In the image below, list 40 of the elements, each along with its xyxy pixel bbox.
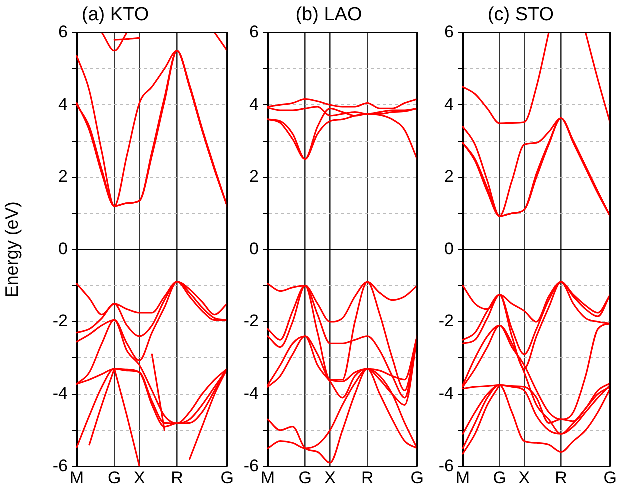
x-tick-label: G <box>604 468 618 488</box>
x-tick-label: R <box>361 468 374 488</box>
y-tick-label: -2 <box>438 312 454 331</box>
y-tick-label: 2 <box>250 167 259 186</box>
y-tick-label: 6 <box>250 22 259 42</box>
y-tick-label: 2 <box>58 167 68 186</box>
x-tick-label: M <box>260 468 276 488</box>
y-tick-label: -4 <box>438 384 454 403</box>
x-tick-label: G <box>108 468 122 488</box>
y-tick-label: -2 <box>244 312 259 331</box>
x-tick-label: R <box>171 468 184 488</box>
y-tick-label: 4 <box>58 94 68 114</box>
y-tick-label: 4 <box>250 94 259 114</box>
x-tick-label: G <box>493 468 506 488</box>
x-tick-label: X <box>134 468 146 488</box>
x-tick-label: G <box>220 468 234 488</box>
y-tick-label: 6 <box>58 22 68 42</box>
x-tick-label: G <box>410 468 424 488</box>
chart-title: (c) STO <box>488 4 554 26</box>
y-tick-label: -4 <box>244 384 259 403</box>
y-tick-label: 0 <box>444 239 454 258</box>
x-tick-label: M <box>70 468 84 488</box>
x-tick-label: X <box>518 468 530 488</box>
chart-title: (a) KTO <box>82 4 150 26</box>
x-tick-label: G <box>298 468 312 488</box>
chart-title: (b) LAO <box>296 4 362 26</box>
x-tick-label: R <box>555 468 568 488</box>
y-tick-label: 4 <box>444 94 454 114</box>
y-tick-label: 2 <box>444 167 454 186</box>
y-tick-label: -6 <box>244 456 259 476</box>
x-tick-label: M <box>456 468 470 488</box>
y-tick-label: 0 <box>250 239 259 258</box>
x-tick-label: X <box>324 468 336 488</box>
y-axis-title: Energy (eV) <box>2 202 22 298</box>
y-tick-label: -4 <box>52 384 68 403</box>
y-tick-label: -2 <box>52 312 68 331</box>
y-tick-label: 0 <box>58 239 68 258</box>
y-tick-label: -6 <box>438 456 454 476</box>
y-tick-label: -6 <box>52 456 68 476</box>
y-tick-label: 6 <box>444 22 454 42</box>
